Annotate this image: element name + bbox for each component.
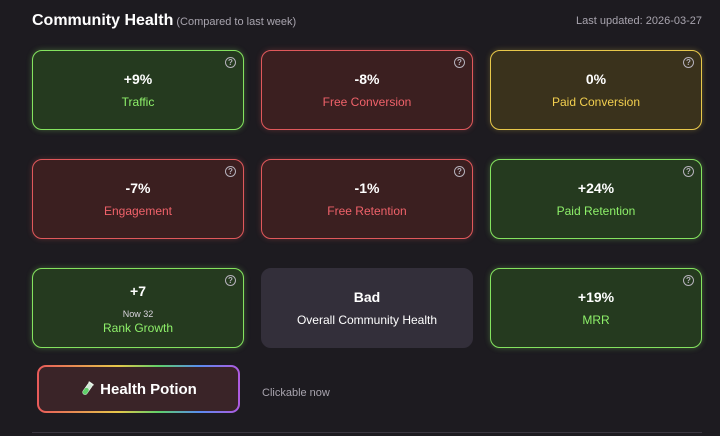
help-icon[interactable]: ? — [454, 57, 465, 68]
metric-card-traffic: ? +9% Traffic — [32, 50, 244, 130]
metric-value: +9% — [123, 71, 153, 87]
metric-card-engagement: ? -7% Engagement — [32, 159, 244, 239]
metric-card-free-retention: ? -1% Free Retention — [261, 159, 473, 239]
metric-label: Traffic — [121, 95, 155, 109]
metric-value: -1% — [354, 180, 380, 196]
metric-label: Free Conversion — [322, 95, 412, 109]
health-potion-button-inner[interactable]: Health Potion — [39, 367, 238, 411]
metric-card-rank-growth: ? +7 Now 32 Rank Growth — [32, 268, 244, 348]
metric-card-mrr: ? +19% MRR — [490, 268, 702, 348]
divider — [32, 432, 702, 433]
test-tube-icon — [82, 381, 94, 395]
metric-card-paid-retention: ? +24% Paid Retention — [490, 159, 702, 239]
metric-label: MRR — [582, 313, 610, 327]
metric-value: -7% — [125, 180, 151, 196]
clickable-hint: Clickable now — [262, 387, 330, 399]
health-potion-button[interactable]: Health Potion — [37, 365, 240, 413]
metric-card-paid-conversion: ? 0% Paid Conversion — [490, 50, 702, 130]
overall-health-label: Overall Community Health — [296, 313, 438, 327]
metric-label: Paid Conversion — [551, 95, 641, 109]
overall-health-value: Bad — [353, 289, 381, 305]
metric-value: +19% — [577, 289, 615, 305]
help-icon[interactable]: ? — [225, 166, 236, 177]
help-icon[interactable]: ? — [225, 275, 236, 286]
health-potion-label: Health Potion — [100, 380, 197, 398]
page-title-text: Community Health — [32, 12, 174, 29]
help-icon[interactable]: ? — [454, 166, 465, 177]
help-icon[interactable]: ? — [225, 57, 236, 68]
help-icon[interactable]: ? — [683, 57, 694, 68]
last-updated: Last updated: 2026-03-27 — [576, 15, 702, 27]
metric-label: Paid Retention — [556, 204, 636, 218]
metric-label: Rank Growth — [102, 321, 174, 335]
help-icon[interactable]: ? — [683, 166, 694, 177]
metric-label: Engagement — [103, 204, 173, 218]
header: Community Health (Compared to last week) … — [32, 12, 702, 34]
metric-note: Now 32 — [122, 309, 154, 319]
metric-value: 0% — [585, 71, 607, 87]
help-icon[interactable]: ? — [683, 275, 694, 286]
metric-value: +7 — [130, 283, 146, 299]
metric-value: +24% — [577, 180, 615, 196]
metric-value: -8% — [354, 71, 380, 87]
metric-label: Free Retention — [327, 204, 407, 218]
metric-card-free-conversion: ? -8% Free Conversion — [261, 50, 473, 130]
page-title: Community Health (Compared to last week) — [32, 12, 296, 30]
page-subtitle: (Compared to last week) — [176, 16, 297, 28]
overall-health-card: Bad Overall Community Health — [261, 268, 473, 348]
